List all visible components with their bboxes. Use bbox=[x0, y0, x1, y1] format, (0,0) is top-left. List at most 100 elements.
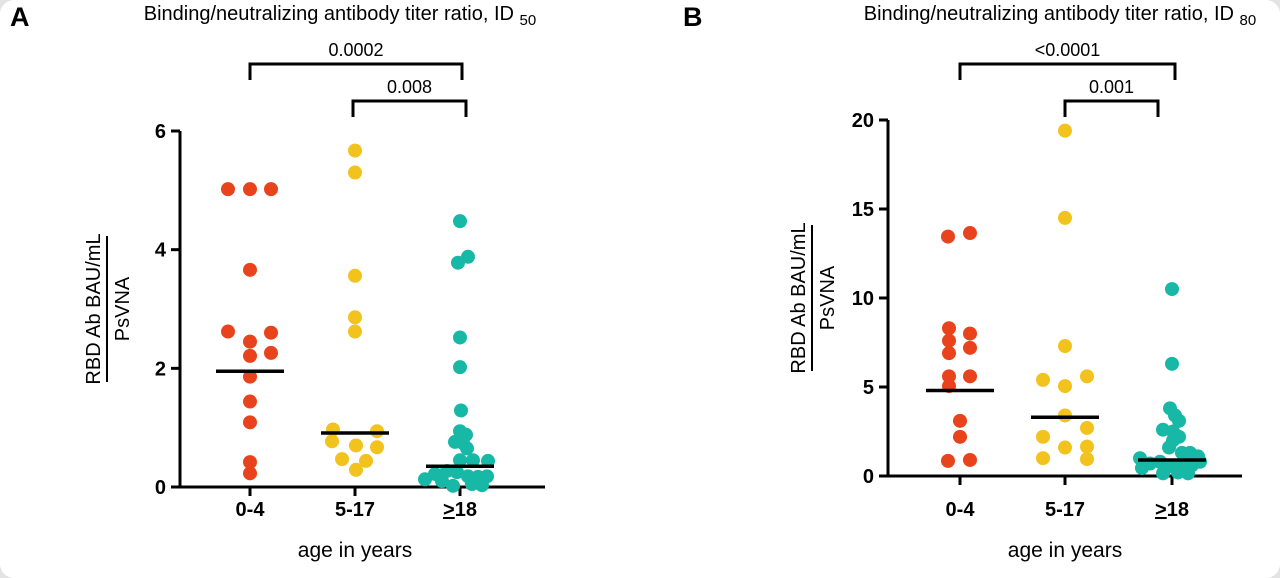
data-point bbox=[264, 345, 278, 360]
panel-a-plot: Binding/neutralizing antibody titer rati… bbox=[83, 3, 545, 562]
data-point bbox=[348, 143, 362, 158]
data-point bbox=[370, 440, 384, 455]
data-point bbox=[1080, 420, 1094, 435]
data-point bbox=[1165, 356, 1179, 371]
data-point bbox=[466, 453, 480, 468]
y-tick-label: 15 bbox=[852, 199, 874, 221]
panel-b: B Binding/neutralizing antibody titer ra… bbox=[640, 0, 1280, 578]
panel-a: A Binding/neutralizing antibody titer ra… bbox=[10, 2, 545, 562]
x-category-label: 0-4 bbox=[236, 499, 266, 521]
data-point bbox=[325, 434, 339, 449]
data-point bbox=[370, 424, 384, 439]
x-category-label: 5-17 bbox=[1045, 499, 1085, 521]
data-point bbox=[942, 333, 956, 348]
panel-letter-b: B bbox=[683, 2, 703, 32]
significance-bracket bbox=[248, 62, 464, 80]
y-axis-label-numerator: RBD Ab BAU/mL bbox=[83, 233, 105, 384]
data-point bbox=[1058, 339, 1072, 354]
data-point bbox=[243, 455, 257, 470]
data-point bbox=[942, 321, 956, 336]
data-point bbox=[348, 165, 362, 180]
data-point bbox=[1080, 369, 1094, 384]
data-point bbox=[418, 472, 432, 487]
data-point bbox=[454, 403, 468, 418]
x-category-label: >18 bbox=[1155, 499, 1189, 521]
data-point bbox=[1058, 440, 1072, 455]
chart-title-subscript: 50 bbox=[520, 12, 537, 29]
y-tick-label: 10 bbox=[852, 288, 874, 310]
y-axis-label-denominator: PsVNA bbox=[112, 276, 134, 341]
data-point bbox=[1036, 429, 1050, 444]
significance-bracket bbox=[958, 62, 1177, 80]
data-point bbox=[243, 394, 257, 409]
data-point bbox=[942, 369, 956, 384]
data-point bbox=[1036, 451, 1050, 466]
significance-p-value: <0.0001 bbox=[1035, 40, 1101, 60]
data-point bbox=[348, 310, 362, 325]
data-point bbox=[221, 324, 235, 339]
data-point bbox=[963, 369, 977, 384]
data-point bbox=[243, 262, 257, 277]
chart-title: Binding/neutralizing antibody titer rati… bbox=[144, 3, 536, 29]
data-point bbox=[460, 441, 474, 456]
greater-equal-glyph: > bbox=[1155, 499, 1167, 521]
data-point bbox=[243, 334, 257, 349]
data-point bbox=[481, 453, 495, 468]
data-point bbox=[963, 340, 977, 355]
data-point bbox=[953, 429, 967, 444]
y-tick-label: 0 bbox=[155, 477, 166, 499]
y-tick-label: 20 bbox=[852, 110, 874, 132]
data-point bbox=[243, 182, 257, 197]
chart-title: Binding/neutralizing antibody titer rati… bbox=[864, 3, 1256, 29]
data-point bbox=[1156, 466, 1170, 481]
data-point bbox=[1058, 408, 1072, 423]
y-tick-label: 0 bbox=[863, 466, 874, 488]
data-point bbox=[941, 229, 955, 244]
significance-p-value: 0.001 bbox=[1089, 77, 1134, 97]
data-point bbox=[953, 413, 967, 428]
significance-p-value: 0.0002 bbox=[328, 40, 383, 60]
data-point bbox=[963, 326, 977, 341]
data-point bbox=[1080, 439, 1094, 454]
x-axis-title: age in years bbox=[1008, 539, 1122, 562]
data-point bbox=[475, 478, 489, 493]
greater-equal-glyph: > bbox=[443, 499, 455, 521]
x-category-label: 5-17 bbox=[335, 499, 375, 521]
data-point bbox=[453, 214, 467, 229]
panel-b-plot: Binding/neutralizing antibody titer rati… bbox=[788, 3, 1256, 562]
y-tick-label: 6 bbox=[155, 121, 166, 143]
data-point bbox=[1058, 210, 1072, 225]
data-point bbox=[1165, 282, 1179, 297]
data-point bbox=[264, 325, 278, 340]
y-axis-label-group: RBD Ab BAU/mL PsVNA bbox=[83, 233, 134, 384]
y-tick-label: 5 bbox=[863, 377, 874, 399]
y-axis-label-group: RBD Ab BAU/mL PsVNA bbox=[788, 222, 839, 373]
data-point bbox=[349, 462, 363, 477]
data-point bbox=[1058, 123, 1072, 138]
data-point bbox=[435, 474, 449, 489]
data-point bbox=[446, 478, 460, 493]
data-point bbox=[335, 452, 349, 467]
data-point bbox=[1036, 372, 1050, 387]
x-category-label: >18 bbox=[443, 499, 477, 521]
data-point bbox=[243, 369, 257, 384]
data-point bbox=[942, 346, 956, 361]
data-point bbox=[1171, 465, 1185, 480]
data-point bbox=[1135, 460, 1149, 475]
x-category-label: 0-4 bbox=[946, 499, 976, 521]
data-point bbox=[450, 465, 464, 480]
data-point bbox=[941, 453, 955, 468]
data-point bbox=[359, 453, 373, 468]
data-point bbox=[348, 268, 362, 283]
data-point bbox=[243, 348, 257, 363]
data-point bbox=[453, 453, 467, 468]
data-point bbox=[1080, 452, 1094, 467]
data-point bbox=[349, 438, 363, 453]
data-point bbox=[348, 324, 362, 339]
data-point bbox=[451, 255, 465, 270]
y-tick-label: 2 bbox=[155, 358, 166, 380]
significance-bracket bbox=[351, 99, 468, 117]
significance-p-value: 0.008 bbox=[387, 77, 432, 97]
chart-title-subscript: 80 bbox=[1240, 12, 1257, 29]
